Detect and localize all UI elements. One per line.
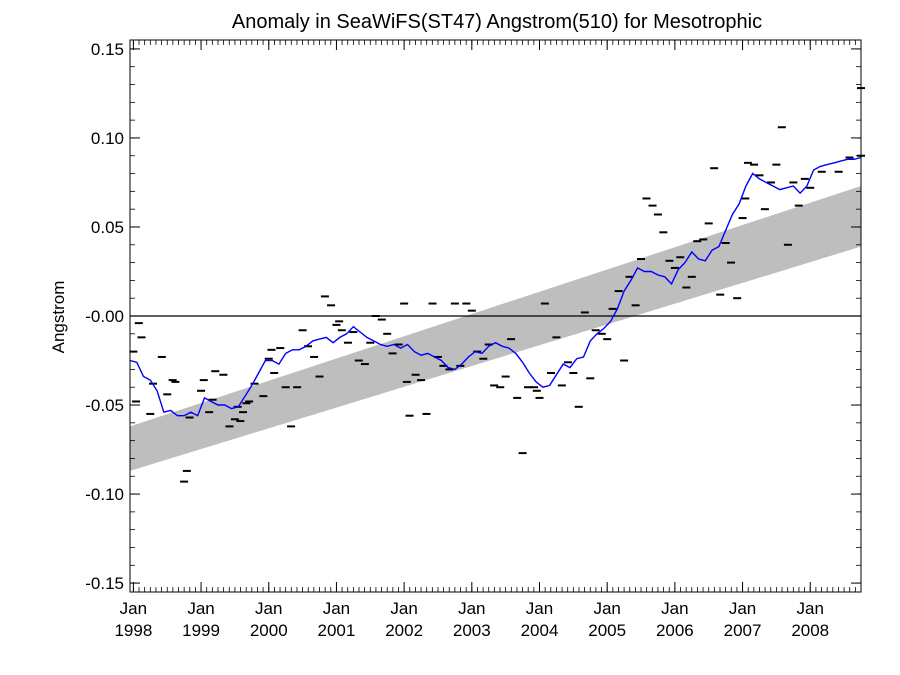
x-tick-year-label: 1999 xyxy=(182,621,220,640)
x-tick-month-label: Jan xyxy=(120,599,147,618)
plot-area: 0.15 0.10 0.05 -0.00 -0.05 -0.10 -0.15 Jan 1998 J… xyxy=(85,39,865,640)
x-tick-month-label: Jan xyxy=(593,599,620,618)
y-tick-label: -0.00 xyxy=(85,307,124,326)
x-tick-month-label: Jan xyxy=(255,599,282,618)
x-tick-year-label: 2008 xyxy=(791,621,829,640)
trend-band xyxy=(130,186,861,471)
x-tick-month-label: Jan xyxy=(390,599,417,618)
x-tick-year-label: 2005 xyxy=(588,621,626,640)
y-tick-label: -0.10 xyxy=(85,485,124,504)
x-tick-month-label: Jan xyxy=(323,599,350,618)
series-line xyxy=(129,156,862,417)
y-axis-label: Angstrom xyxy=(49,281,68,354)
y-tick-label: 0.05 xyxy=(91,218,124,237)
y-tick-label: -0.15 xyxy=(85,574,124,593)
x-tick-month-label: Jan xyxy=(458,599,485,618)
y-tick-label: -0.05 xyxy=(85,396,124,415)
x-tick-year-label: 2000 xyxy=(250,621,288,640)
x-tick-year-label: 2001 xyxy=(318,621,356,640)
x-tick-year-label: 2007 xyxy=(724,621,762,640)
chart-title: Anomaly in SeaWiFS(ST47) Angstrom(510) f… xyxy=(232,11,762,33)
x-tick-year-label: 2003 xyxy=(453,621,491,640)
x-tick-year-label: 1998 xyxy=(114,621,152,640)
y-tick-label: 0.15 xyxy=(91,40,124,59)
y-tick-label: 0.10 xyxy=(91,129,124,148)
x-tick-year-label: 2002 xyxy=(385,621,423,640)
x-tick-year-label: 2004 xyxy=(521,621,559,640)
x-tick-month-label: Jan xyxy=(729,599,756,618)
x-tick-month-label: Jan xyxy=(797,599,824,618)
x-tick-month-label: Jan xyxy=(187,599,214,618)
x-tick-month-label: Jan xyxy=(526,599,553,618)
x-tick-year-label: 2006 xyxy=(656,621,694,640)
x-tick-month-label: Jan xyxy=(661,599,688,618)
